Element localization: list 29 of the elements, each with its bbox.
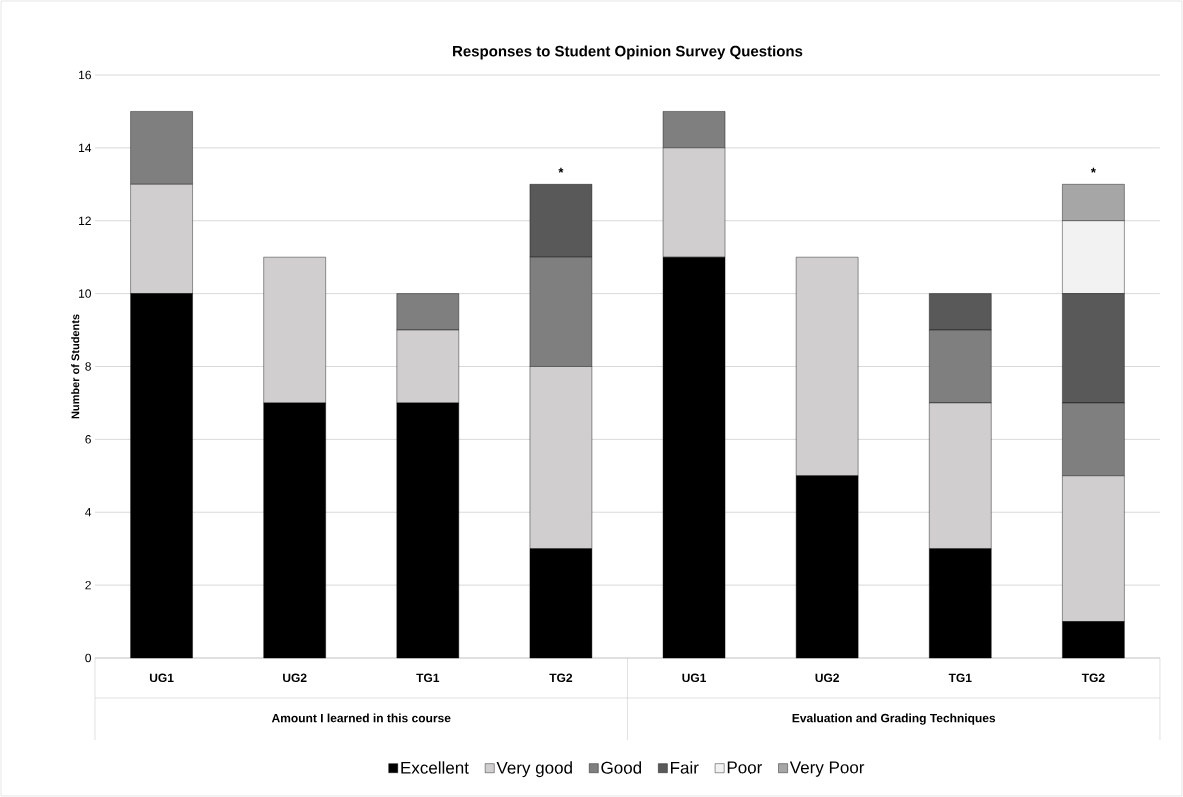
- y-axis-title: Number of Students: [71, 314, 80, 419]
- y-tick-label: 12: [79, 216, 91, 225]
- legend-label: Good: [601, 761, 642, 774]
- text: Evaluation and Grading Techniques: [792, 713, 996, 725]
- y-tick-label: 14: [79, 143, 92, 152]
- y-tick-label: 8: [85, 362, 91, 371]
- x-tick-label: TG1: [416, 673, 440, 683]
- x-tick-label: TG2: [1081, 673, 1105, 683]
- legend-label: Very Poor: [789, 761, 865, 777]
- x-tick-label: UG2: [283, 673, 307, 683]
- x-tick-label: TG2: [549, 673, 573, 683]
- x-tick-label: UG2: [815, 673, 840, 683]
- x-tick-label: TG1: [948, 673, 972, 683]
- y-tick-label: 6: [85, 435, 91, 444]
- legend-label: Poor: [727, 761, 763, 774]
- legend-label: Fair: [671, 761, 699, 774]
- y-tick-label: 4: [85, 508, 92, 517]
- annotation: *: [1090, 167, 1096, 173]
- y-tick-label: 2: [85, 580, 91, 590]
- legend-label: Excellent: [401, 761, 469, 774]
- y-tick-label: 16: [79, 70, 91, 80]
- y-tick-label: 10: [79, 289, 92, 298]
- text: Amount I learned in this course: [271, 713, 451, 723]
- y-tick-label: 0: [85, 653, 92, 663]
- chart-title: Responses to Student Opinion Survey Questions: [453, 45, 803, 60]
- x-tick-label: UG1: [149, 673, 174, 683]
- x-tick-label: UG1: [682, 673, 707, 683]
- legend-label: Very good: [496, 761, 572, 778]
- annotation: *: [558, 167, 564, 173]
